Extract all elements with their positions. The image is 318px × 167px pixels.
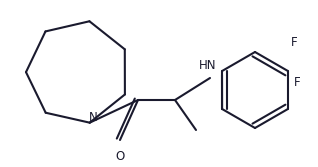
Text: F: F [294,75,301,89]
Text: O: O [115,150,125,163]
Text: N: N [89,111,98,124]
Text: F: F [291,36,298,48]
Text: HN: HN [199,59,217,72]
